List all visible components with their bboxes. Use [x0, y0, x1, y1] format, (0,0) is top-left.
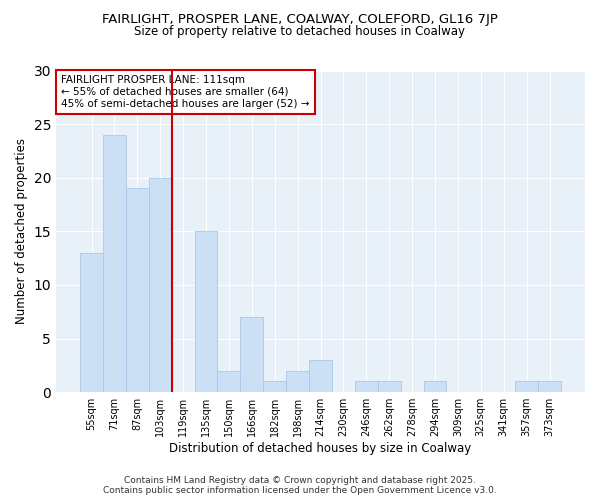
Bar [217, 371, 241, 392]
Text: FAIRLIGHT, PROSPER LANE, COALWAY, COLEFORD, GL16 7JP: FAIRLIGHT, PROSPER LANE, COALWAY, COLEFO… [102, 12, 498, 26]
Bar [241, 317, 263, 392]
Bar [286, 371, 309, 392]
Text: FAIRLIGHT PROSPER LANE: 111sqm
← 55% of detached houses are smaller (64)
45% of : FAIRLIGHT PROSPER LANE: 111sqm ← 55% of … [61, 76, 310, 108]
Bar [149, 178, 172, 392]
Text: Size of property relative to detached houses in Coalway: Size of property relative to detached ho… [134, 25, 466, 38]
Bar [263, 382, 286, 392]
Bar [309, 360, 332, 392]
Bar [538, 382, 561, 392]
Bar [103, 135, 126, 392]
Bar [194, 232, 217, 392]
X-axis label: Distribution of detached houses by size in Coalway: Distribution of detached houses by size … [169, 442, 472, 455]
Bar [424, 382, 446, 392]
Y-axis label: Number of detached properties: Number of detached properties [15, 138, 28, 324]
Bar [378, 382, 401, 392]
Bar [355, 382, 378, 392]
Bar [126, 188, 149, 392]
Bar [515, 382, 538, 392]
Bar [80, 253, 103, 392]
Text: Contains HM Land Registry data © Crown copyright and database right 2025.
Contai: Contains HM Land Registry data © Crown c… [103, 476, 497, 495]
